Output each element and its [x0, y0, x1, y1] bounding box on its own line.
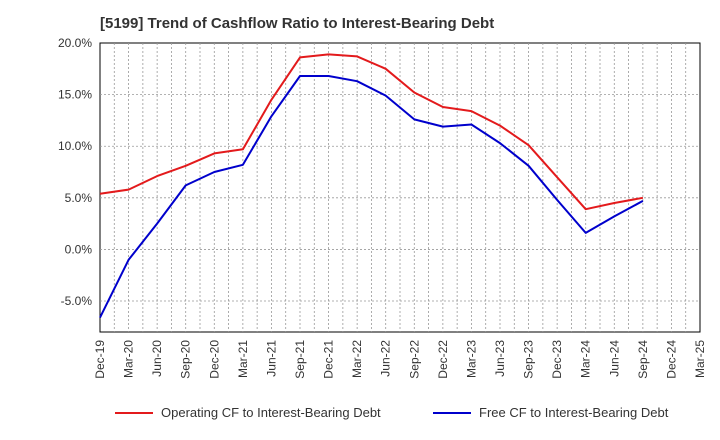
vertical-grid	[113, 43, 687, 332]
x-tick-label: Dec-22	[436, 340, 450, 379]
x-tick-label: Mar-20	[122, 340, 136, 378]
x-tick-label: Mar-23	[464, 340, 478, 378]
legend-item-free-cf: Free CF to Interest-Bearing Debt	[433, 405, 668, 420]
x-tick-label: Dec-21	[322, 340, 336, 379]
legend-swatch-operating-cf	[115, 411, 153, 414]
x-tick-label: Jun-21	[264, 340, 278, 377]
x-tick-label: Dec-19	[93, 340, 107, 379]
x-tick-label: Mar-24	[579, 340, 593, 378]
y-tick-label: -5.0%	[61, 294, 93, 308]
legend-swatch-free-cf	[433, 411, 471, 414]
x-tick-label: Dec-23	[550, 340, 564, 379]
y-tick-label: 0.0%	[65, 242, 93, 256]
y-tick-label: 5.0%	[65, 191, 93, 205]
x-tick-label: Sep-21	[293, 340, 307, 379]
x-tick-label: Sep-23	[522, 340, 536, 379]
series-lines	[99, 53, 644, 319]
x-tick-label: Mar-22	[350, 340, 364, 378]
chart-title: [5199] Trend of Cashflow Ratio to Intere…	[100, 15, 495, 32]
y-tick-label: 10.0%	[58, 139, 92, 153]
y-axis-ticks: 20.0% 15.0% 10.0% 5.0% 0.0% -5.0%	[58, 36, 92, 308]
x-tick-label: Mar-25	[693, 340, 707, 378]
legend: Operating CF to Interest-Bearing Debt Fr…	[0, 405, 720, 427]
x-tick-label: Jun-23	[493, 340, 507, 377]
x-tick-label: Sep-20	[179, 340, 193, 379]
series-line-free-cf	[99, 75, 644, 319]
x-tick-label: Mar-21	[236, 340, 250, 378]
x-tick-label: Jun-22	[379, 340, 393, 377]
x-tick-label: Sep-24	[636, 340, 650, 379]
x-tick-label: Dec-24	[664, 340, 678, 379]
y-tick-label: 15.0%	[58, 88, 92, 102]
x-tick-label: Jun-24	[607, 340, 621, 377]
legend-item-operating-cf: Operating CF to Interest-Bearing Debt	[115, 405, 381, 420]
legend-label-operating-cf: Operating CF to Interest-Bearing Debt	[161, 405, 381, 420]
legend-label-free-cf: Free CF to Interest-Bearing Debt	[479, 405, 669, 420]
x-tick-label: Jun-20	[150, 340, 164, 377]
x-tick-label: Sep-22	[407, 340, 421, 379]
y-tick-label: 20.0%	[58, 36, 92, 50]
x-tick-label: Dec-20	[207, 340, 221, 379]
x-axis-ticks: Dec-19 Mar-20 Jun-20 Sep-20 Dec-20 Mar-21 Jun-…	[93, 340, 707, 379]
series-line-operating-cf	[99, 53, 644, 211]
horizontal-grid	[100, 94, 700, 302]
